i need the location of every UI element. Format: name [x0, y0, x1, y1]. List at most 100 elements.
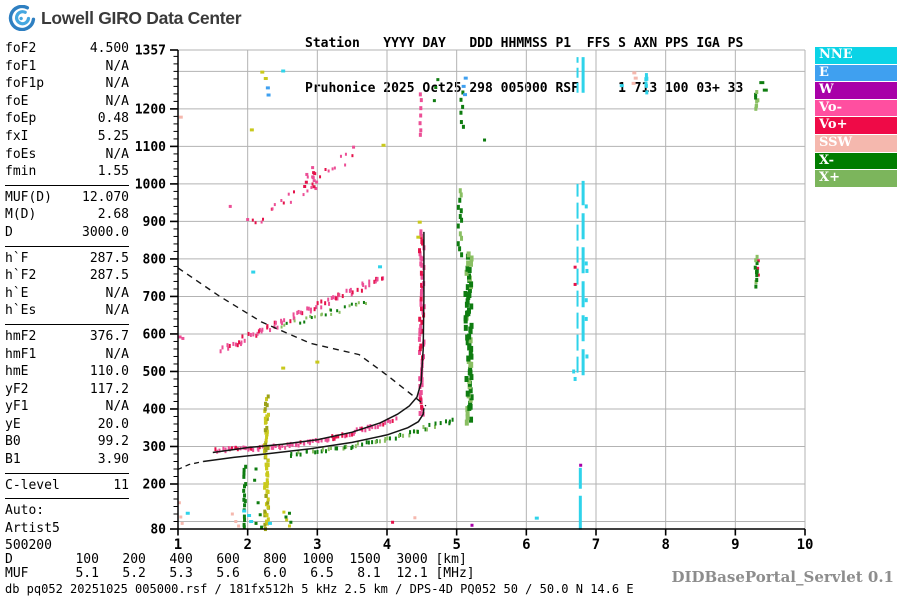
param-value: N/A [105, 285, 129, 301]
param-value: 3000.0 [82, 224, 129, 240]
y-axis-tick-label: 500 [143, 365, 167, 380]
param-label: yE [5, 416, 21, 432]
station-header-line1: Station YYYY DAY DDD HHMMSS P1 FFS S AXN… [305, 36, 744, 51]
param-value: 4.500 [89, 41, 129, 56]
param-value: 110.0 [89, 364, 129, 380]
param-divider [5, 472, 129, 474]
param-label: hmE [5, 364, 29, 380]
param-label: h`F [5, 250, 29, 266]
y-axis-tick-label: 800 [143, 252, 167, 267]
param-row: B1 3.90 [5, 451, 129, 469]
y-axis-tick-label: 700 [143, 290, 167, 305]
param-row: yF1 N/A [5, 398, 129, 416]
x-axis-tick-label: 5 [452, 537, 460, 553]
param-divider [5, 498, 129, 500]
x-axis-tick-label: 8 [661, 537, 669, 553]
x-axis-tick-label: 3 [313, 537, 321, 553]
param-value: 0.48 [97, 111, 129, 127]
x-axis-tick-label: 6 [522, 537, 530, 553]
param-row: fmin 1.55 [5, 163, 129, 181]
param-row: fxI 5.25 [5, 128, 129, 146]
param-label: D [5, 224, 13, 240]
param-label: 500200 [5, 538, 52, 554]
y-axis-tick-label: 1200 [135, 102, 166, 117]
param-value: N/A [105, 76, 129, 92]
station-header: Station YYYY DAY DDD HHMMSS P1 FFS S AXN… [305, 6, 743, 126]
param-divider [5, 245, 129, 247]
y-axis-tick-label: 600 [143, 327, 167, 342]
param-label: B0 [5, 434, 21, 450]
param-row: hmF1 N/A [5, 346, 129, 364]
legend-item-x-: X- [815, 152, 897, 170]
param-row: h`F 287.5 [5, 250, 129, 268]
brand: Lowell GIRO Data Center [8, 5, 242, 31]
param-divider [5, 323, 129, 325]
param-label: yF1 [5, 399, 29, 415]
param-label: C-level [5, 477, 60, 493]
distance-row: D 100 200 400 600 800 1000 1500 3000 [km… [5, 552, 467, 567]
param-row: Auto: [5, 502, 129, 520]
param-value: 99.2 [97, 434, 129, 450]
param-divider [5, 184, 129, 186]
legend-item-vo-: Vo+ [815, 117, 897, 134]
param-row: h`E N/A [5, 285, 129, 303]
param-row: Artist5 [5, 520, 129, 538]
x-axis-tick-label: 7 [592, 537, 600, 553]
param-label: h`Es [5, 303, 37, 319]
param-value: 11 [113, 477, 129, 493]
y-axis-tick-label: 1100 [135, 140, 166, 155]
data-layer [177, 57, 768, 532]
param-row: foF2 4.500 [5, 40, 129, 58]
param-label: fxI [5, 128, 29, 144]
param-row: yE 20.0 [5, 416, 129, 434]
param-value: 12.070 [82, 189, 129, 205]
param-panel: foF2 4.500 foF1 N/A foF1p N/A foE N/A foEp 0.48 fx… [5, 40, 129, 555]
param-label: M(D) [5, 207, 37, 223]
param-row: foEp 0.48 [5, 110, 129, 128]
param-label: foF1p [5, 76, 45, 92]
param-row: C-level 11 [5, 477, 129, 495]
param-row: MUF(D) 12.070 [5, 189, 129, 207]
param-row: foEs N/A [5, 146, 129, 164]
x-axis-tick-label: 2 [243, 537, 251, 553]
param-row: B0 99.2 [5, 433, 129, 451]
param-value: 20.0 [97, 416, 129, 432]
legend-item-e: E [815, 64, 897, 82]
param-row: h`F2 287.5 [5, 267, 129, 285]
param-row: foF1 N/A [5, 58, 129, 76]
status-line: db pq052 20251025 005000.rsf / 181fx512h… [5, 582, 634, 596]
axis-layer: 1357120011001000900800700600500400300200… [135, 44, 814, 554]
param-value: 117.2 [89, 381, 129, 397]
param-label: foE [5, 93, 29, 109]
giro-logo-icon [8, 5, 36, 31]
param-row: M(D) 2.68 [5, 206, 129, 224]
grid-layer [178, 49, 806, 529]
param-label: foF2 [5, 41, 37, 56]
legend-item-w: W [815, 82, 897, 99]
brand-title: Lowell GIRO Data Center [41, 7, 242, 28]
param-value: 2.68 [97, 207, 129, 223]
param-label: foF1 [5, 58, 37, 74]
param-row: hmE 110.0 [5, 363, 129, 381]
param-value: N/A [105, 303, 129, 319]
param-label: Auto: [5, 503, 45, 519]
param-row: foF1p N/A [5, 75, 129, 93]
legend-item-vo-: Vo- [815, 99, 897, 117]
param-label: h`F2 [5, 268, 37, 284]
x-axis-tick-label: 4 [383, 537, 391, 553]
legend: NNE E W Vo- Vo+ SSW X- X+ [815, 47, 897, 188]
station-header-line2: Pruhonice 2025 Oct25 298 005000 RSF 1 71… [305, 81, 744, 96]
servlet-version: DIDBasePortal_Servlet 0.1 [671, 568, 894, 586]
y-axis-tick-label: 400 [143, 402, 167, 417]
param-label: h`E [5, 285, 29, 301]
param-value: N/A [105, 346, 129, 362]
y-axis-tick-label: 200 [143, 477, 167, 492]
param-value: N/A [105, 399, 129, 415]
param-row: foE N/A [5, 93, 129, 111]
param-row: 500200 [5, 537, 129, 555]
y-axis-tick-label: 1357 [135, 44, 166, 59]
param-value: 287.5 [89, 250, 129, 266]
param-row: yF2 117.2 [5, 381, 129, 399]
